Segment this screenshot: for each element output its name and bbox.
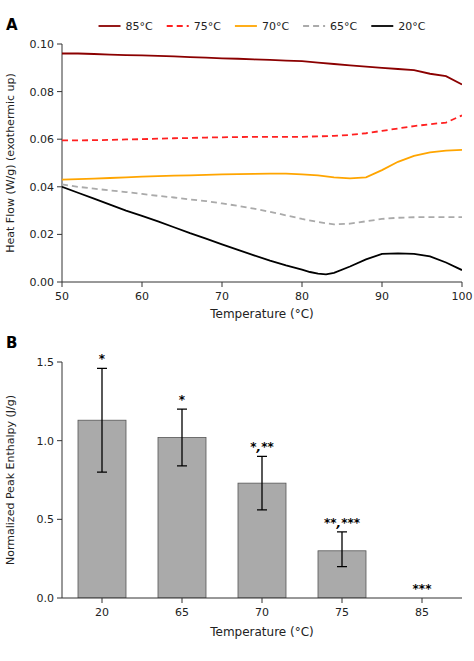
y-tick <box>57 598 62 599</box>
x-tick-label: 100 <box>452 290 473 303</box>
x-axis-label: Temperature (°C) <box>209 307 314 321</box>
x-tick <box>222 282 223 287</box>
y-tick-label: 0.5 <box>37 513 55 526</box>
series-line <box>62 54 462 85</box>
annotation: * <box>179 393 186 407</box>
x-tick-label: 90 <box>375 290 389 303</box>
lines <box>62 54 462 275</box>
y-tick-label: 0.06 <box>30 133 55 146</box>
legend-label: 20°C <box>398 20 425 33</box>
legend-label: 75°C <box>194 20 221 33</box>
error-bar <box>177 409 187 466</box>
error-bars <box>97 368 347 566</box>
legend-swatch <box>99 25 121 27</box>
y-tick-label: 0.04 <box>30 181 55 194</box>
legend-swatch <box>371 25 393 27</box>
error-bar <box>337 532 347 567</box>
legend-item: 75°C <box>167 20 221 33</box>
x-tick <box>462 282 463 287</box>
y-tick <box>57 91 62 92</box>
y-axis-line <box>62 44 63 282</box>
x-tick-label: 80 <box>295 290 309 303</box>
legend-swatch <box>167 25 189 27</box>
y-tick <box>57 234 62 235</box>
y-tick <box>57 139 62 140</box>
x-tick <box>102 598 103 603</box>
series-line <box>62 150 462 180</box>
x-tick <box>302 282 303 287</box>
y-tick-label: 1.0 <box>37 435 55 448</box>
annotation: *** <box>413 582 433 596</box>
x-tick <box>382 282 383 287</box>
annotation: * <box>99 352 106 366</box>
legend-item: 20°C <box>371 20 425 33</box>
annotation: *,** <box>250 440 274 454</box>
legend-label: 85°C <box>126 20 153 33</box>
bars <box>78 420 366 598</box>
legend-item: 85°C <box>99 20 153 33</box>
x-tick <box>342 598 343 603</box>
y-tick-label: 0.02 <box>30 228 55 241</box>
panel-label: A <box>6 16 18 34</box>
series-line <box>62 115 462 140</box>
x-tick <box>262 598 263 603</box>
x-tick-label: 85 <box>415 606 429 619</box>
chart-root: 0.00 0.02 0.04 0.06 0.08 0.10 Heat Flow (W/g) … <box>0 0 474 661</box>
x-axis-label: Temperature (°C) <box>209 625 314 639</box>
x-tick <box>142 282 143 287</box>
legend: 85°C 75°C 70°C 65°C 20°C <box>99 20 426 33</box>
x-tick-label: 75 <box>335 606 349 619</box>
y-tick <box>57 519 62 520</box>
panel-line: 0.00 0.02 0.04 0.06 0.08 0.10 Heat Flow (W/g) … <box>4 16 473 321</box>
x-tick-label: 70 <box>255 606 269 619</box>
y-axis-label: Normalized Peak Enthalpy (J/g) <box>4 395 17 565</box>
panel-label: B <box>6 334 17 352</box>
panel-bar: 0.0 0.5 1.0 1.5 Normalized Peak Enthalpy (J/… <box>4 334 462 639</box>
legend-label: 65°C <box>330 20 357 33</box>
x-axis-line <box>62 282 462 283</box>
y-tick-label: 0.00 <box>30 276 55 289</box>
legend-item: 70°C <box>235 20 289 33</box>
y-tick-label: 0.10 <box>30 38 55 51</box>
x-tick <box>422 598 423 603</box>
series-line <box>62 184 462 224</box>
y-axis-label: Heat Flow (W/g) (exothermic up) <box>4 73 17 253</box>
y-tick <box>57 282 62 283</box>
error-bar <box>257 456 267 509</box>
y-tick <box>57 440 62 441</box>
legend-item: 65°C <box>303 20 357 33</box>
x-tick-label: 50 <box>55 290 69 303</box>
y-tick-label: 1.5 <box>37 356 55 369</box>
x-tick-label: 65 <box>175 606 189 619</box>
error-bar <box>97 368 107 472</box>
legend-swatch <box>303 25 325 27</box>
x-tick <box>182 598 183 603</box>
series-line <box>62 187 462 275</box>
y-tick <box>57 44 62 45</box>
x-tick-label: 20 <box>95 606 109 619</box>
y-tick-label: 0.0 <box>37 592 55 605</box>
x-tick <box>62 282 63 287</box>
y-tick <box>57 362 62 363</box>
y-axis-line <box>62 362 63 598</box>
x-tick-label: 70 <box>215 290 229 303</box>
y-tick <box>57 186 62 187</box>
legend-label: 70°C <box>262 20 289 33</box>
legend-swatch <box>235 25 257 27</box>
y-tick-label: 0.08 <box>30 86 55 99</box>
x-tick-label: 60 <box>135 290 149 303</box>
annotation: **,*** <box>324 516 361 530</box>
